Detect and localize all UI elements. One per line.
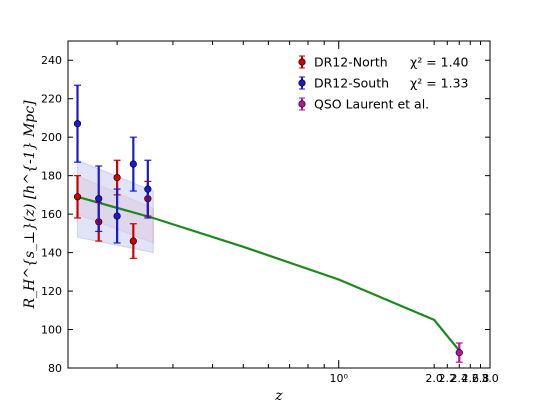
legend-chi-1: χ² = 1.33 (410, 76, 468, 91)
data-point-1-1 (95, 195, 103, 203)
data-point-1-2 (113, 212, 121, 220)
data-point-0-0 (73, 193, 82, 201)
data-point-2-0 (455, 349, 463, 357)
y-axis-title-text: R_H^{s_⊥}(z) [h^{-1} Mpc] (22, 100, 38, 310)
y-tick-label: 220 (41, 93, 62, 106)
legend: DR12-North χ² = 1.40 DR12-South χ² = 1.33 QS… (298, 55, 469, 112)
data-point-0-3 (129, 237, 137, 245)
y-tick-label: 180 (41, 170, 62, 183)
y-tick-label: 120 (41, 285, 62, 298)
data-point-1-4 (144, 185, 152, 193)
x-tick-label: 10⁰ (330, 372, 349, 385)
legend-marker-2 (298, 100, 306, 108)
model-curve-group (77, 195, 461, 352)
legend-label-0: DR12-North (314, 55, 388, 70)
x-tick-label: 2.0 (425, 372, 443, 385)
x-tick-label: 3.0 (481, 372, 499, 385)
y-axis-title: R_H^{s_⊥}(z) [h^{-1} Mpc] (22, 100, 38, 310)
data-point-1-3 (129, 160, 137, 168)
y-tick-label: 160 (41, 208, 62, 221)
legend-marker-1 (298, 79, 306, 87)
y-tick-label: 80 (48, 362, 62, 375)
y-tick-label: 240 (41, 54, 62, 67)
model-curve-line (77, 195, 461, 352)
y-tick-label: 100 (41, 324, 62, 337)
data-points-group (73, 84, 463, 363)
x-tick-label: 2.2 (439, 372, 457, 385)
x-tick-label: 2.8 (472, 372, 490, 385)
plot-frame (67, 40, 491, 369)
legend-chi-0: χ² = 1.40 (410, 55, 469, 70)
legend-label-1: DR12-South (314, 76, 389, 91)
y-tick-label: 200 (41, 131, 62, 144)
data-point-1-0 (73, 120, 82, 128)
x-axis-title: z (274, 388, 283, 404)
legend-label-2: QSO Laurent et al. (314, 97, 429, 112)
data-point-0-2 (113, 173, 121, 182)
x-tick-label: 2.6 (462, 372, 480, 385)
x-axis: 10⁰ 2.02.22.42.62.83.0 (116, 41, 499, 385)
legend-marker-0 (298, 58, 306, 66)
y-tick-label: 140 (41, 247, 62, 260)
y-axis: 80 100 120 140 160 180 200 220 240 (41, 54, 490, 375)
x-tick-label: 2.4 (451, 372, 469, 385)
